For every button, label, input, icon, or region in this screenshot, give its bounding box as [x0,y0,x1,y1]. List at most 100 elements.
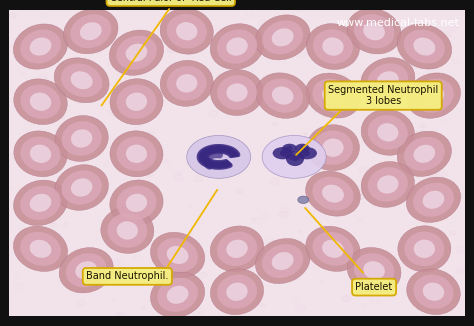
Ellipse shape [312,232,354,266]
Circle shape [239,259,245,263]
Ellipse shape [66,253,107,287]
Ellipse shape [150,272,205,318]
Circle shape [458,228,466,233]
Circle shape [196,308,203,313]
Circle shape [224,34,230,38]
Ellipse shape [217,274,257,309]
Circle shape [110,240,114,244]
Circle shape [8,305,15,310]
Ellipse shape [295,144,310,153]
Circle shape [94,49,102,53]
Ellipse shape [20,30,61,64]
Ellipse shape [160,8,213,54]
Ellipse shape [347,247,401,293]
Circle shape [246,12,254,17]
Circle shape [132,179,139,183]
Circle shape [143,145,147,148]
Ellipse shape [30,37,51,56]
Circle shape [427,172,437,179]
Circle shape [133,255,141,260]
Ellipse shape [217,232,257,266]
Circle shape [235,97,240,101]
Ellipse shape [157,278,198,312]
Ellipse shape [406,73,461,118]
Circle shape [349,110,354,113]
Circle shape [103,119,107,121]
Ellipse shape [312,79,354,112]
Circle shape [231,228,237,232]
Circle shape [294,278,298,281]
Ellipse shape [361,162,414,207]
Circle shape [328,115,331,117]
Ellipse shape [126,194,147,212]
Circle shape [116,27,118,29]
Circle shape [47,274,54,279]
Ellipse shape [363,22,385,40]
Ellipse shape [176,74,197,93]
Ellipse shape [30,194,51,212]
Circle shape [369,299,372,301]
Circle shape [332,69,341,75]
Ellipse shape [210,24,264,69]
Ellipse shape [377,71,399,89]
Ellipse shape [167,286,189,304]
Circle shape [261,244,271,251]
Circle shape [297,8,302,12]
Circle shape [304,133,307,135]
Ellipse shape [397,131,451,176]
Ellipse shape [313,130,353,165]
Circle shape [136,101,143,106]
Ellipse shape [272,252,293,270]
Ellipse shape [256,73,310,118]
Ellipse shape [273,147,293,159]
Circle shape [279,211,289,218]
Circle shape [453,59,459,64]
Ellipse shape [30,93,51,111]
Circle shape [263,269,274,276]
Ellipse shape [377,175,399,194]
Circle shape [19,98,29,105]
Circle shape [194,82,204,89]
Circle shape [164,41,168,43]
Circle shape [363,84,372,90]
Circle shape [325,99,334,105]
Circle shape [33,230,44,236]
Circle shape [378,191,383,194]
Ellipse shape [306,171,360,216]
Circle shape [277,97,288,104]
Circle shape [75,115,84,121]
Circle shape [355,192,366,200]
Circle shape [91,35,97,38]
Ellipse shape [210,69,264,115]
Ellipse shape [367,63,408,97]
Ellipse shape [413,274,454,309]
Ellipse shape [210,269,264,315]
Circle shape [319,280,323,283]
Ellipse shape [312,177,354,211]
Ellipse shape [176,22,197,40]
Circle shape [23,124,32,130]
Ellipse shape [398,226,451,272]
Circle shape [88,72,97,78]
Circle shape [173,299,183,306]
Circle shape [170,10,177,15]
Ellipse shape [110,131,163,177]
Circle shape [251,218,255,220]
Ellipse shape [313,29,353,64]
Ellipse shape [227,283,247,301]
Circle shape [69,159,75,163]
Circle shape [313,266,316,269]
FancyBboxPatch shape [9,10,465,316]
Circle shape [120,257,126,261]
Circle shape [189,205,193,209]
Ellipse shape [306,226,360,272]
Circle shape [293,296,300,301]
Circle shape [187,135,251,178]
Ellipse shape [322,37,344,56]
Circle shape [87,142,91,144]
Ellipse shape [30,145,51,163]
Circle shape [457,268,465,273]
Circle shape [437,209,443,213]
Circle shape [414,174,423,181]
Ellipse shape [110,79,163,125]
